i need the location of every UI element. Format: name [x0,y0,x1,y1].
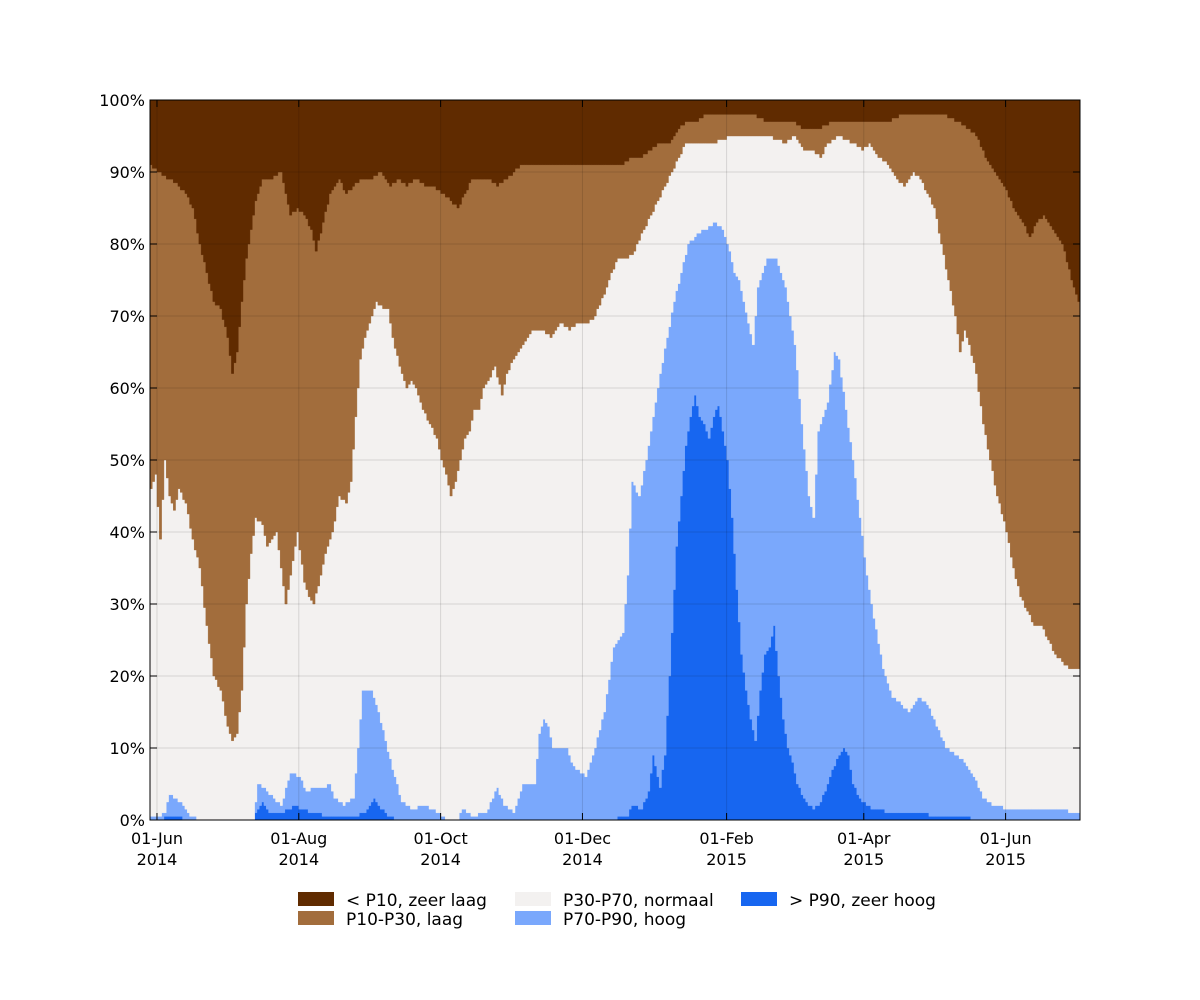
x-tick-label-year: 2015 [706,850,747,869]
x-tick-label-month: 01-Aug [270,829,327,848]
y-axis: 0% 10% 20% 30% 40% 50% 60% 70% 80% 90% 100% [99,91,1080,830]
y-tick-label: 30% [109,595,145,614]
x-tick-label-year: 2014 [278,850,319,869]
legend-swatch-p70-p90 [515,911,551,925]
x-tick-label-month: 01-Feb [699,829,753,848]
grid-lines [150,100,1080,820]
y-tick-label: 0% [120,811,145,830]
y-tick-label: 70% [109,307,145,326]
y-tick-label: 90% [109,163,145,182]
x-axis: 01-Jun 2014 01-Aug 2014 01-Oct 2014 01-Dec 2014… [131,100,1032,869]
legend-swatch-p30-p70 [515,892,551,906]
legend-swatch-gt-p90 [741,892,777,906]
legend-item-gt-p90: > P90, zeer hoog [741,891,936,911]
legend-label-p10-p30: P10-P30, laag [346,910,463,930]
y-tick-label: 60% [109,379,145,398]
x-tick-label-month: 01-Jun [131,829,183,848]
y-tick-label: 40% [109,523,145,542]
x-tick-label-year: 2014 [137,850,178,869]
x-tick-label-month: 01-Dec [554,829,611,848]
legend-label-gt-p90: > P90, zeer hoog [789,891,936,911]
legend-label-lt-p10: < P10, zeer laag [346,891,487,911]
y-tick-label: 100% [99,91,145,110]
legend-swatch-p10-p30 [298,911,334,925]
x-tick-label-year: 2015 [985,850,1026,869]
legend-item-p70-p90: P70-P90, hoog [515,910,686,930]
y-tick-label: 10% [109,739,145,758]
legend-swatch-lt-p10 [298,892,334,906]
x-tick-label-month: 01-Jun [980,829,1032,848]
legend-item-p10-p30: P10-P30, laag [298,910,463,930]
legend: < P10, zeer laag P10-P30, laag P30-P70, … [298,891,936,930]
y-tick-label: 50% [109,451,145,470]
y-tick-label: 20% [109,667,145,686]
x-tick-label-month: 01-Apr [837,829,891,848]
x-tick-label-year: 2014 [562,850,603,869]
x-tick-label-month: 01-Oct [414,829,468,848]
y-tick-label: 80% [109,235,145,254]
x-tick-label-year: 2015 [843,850,884,869]
x-tick-label-year: 2014 [420,850,461,869]
legend-item-lt-p10: < P10, zeer laag [298,891,487,911]
legend-label-p30-p70: P30-P70, normaal [563,891,714,911]
legend-label-p70-p90: P70-P90, hoog [563,910,686,930]
legend-item-p30-p70: P30-P70, normaal [515,891,714,911]
